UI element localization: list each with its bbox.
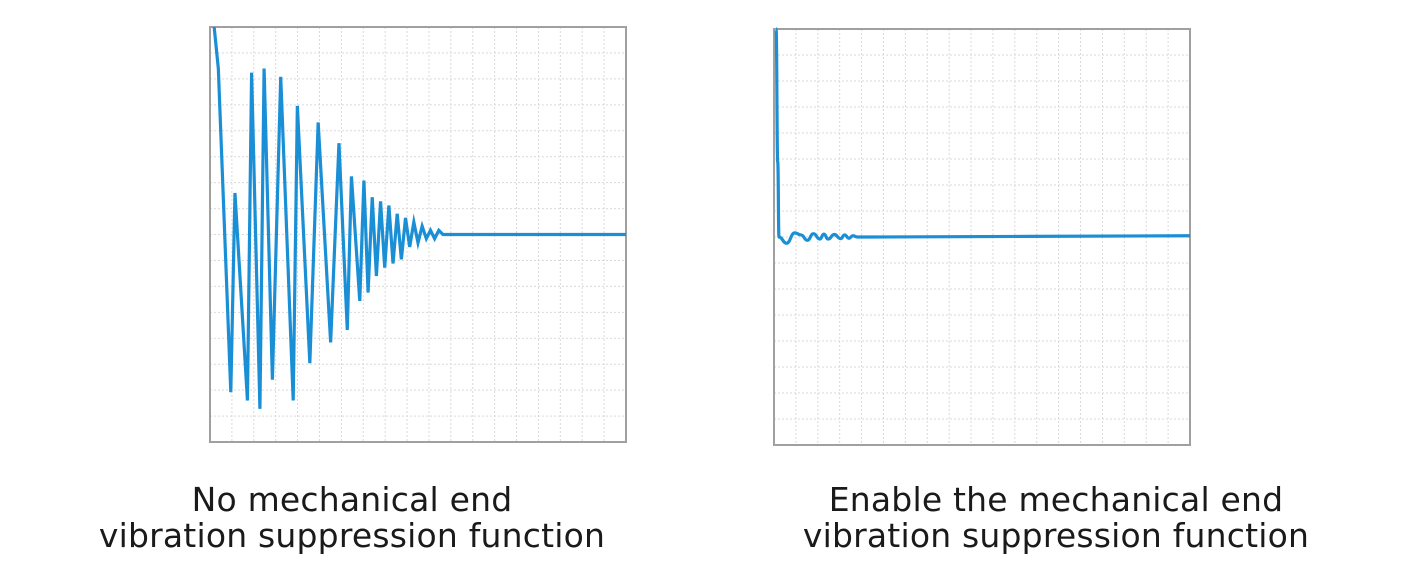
caption-line-1: No mechanical end xyxy=(191,480,513,519)
chart-panel-with-suppression: Enable the mechanical end vibration supp… xyxy=(704,0,1408,588)
chart-panel-no-suppression: No mechanical end vibration suppression … xyxy=(0,26,704,554)
vibration-chart-with-suppression xyxy=(773,27,1191,446)
caption-line-1: Enable the mechanical end xyxy=(828,480,1284,519)
vibration-chart-no-suppression xyxy=(209,26,627,443)
vibration-series-line xyxy=(774,27,1191,245)
caption-with-suppression: Enable the mechanical end vibration supp… xyxy=(704,482,1408,554)
caption-line-2: vibration suppression function xyxy=(802,516,1310,555)
caption-line-2: vibration suppression function xyxy=(98,516,606,555)
caption-no-suppression: No mechanical end vibration suppression … xyxy=(0,482,704,554)
vibration-series-line xyxy=(212,26,626,409)
